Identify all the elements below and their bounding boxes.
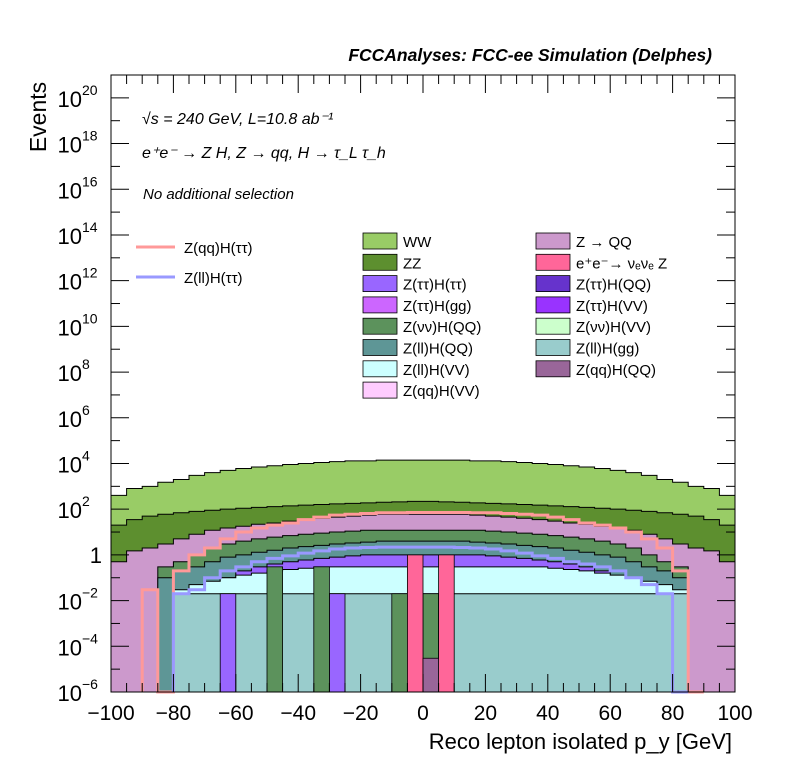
bar-z-h-qq-3 <box>313 566 330 693</box>
legend-swatch-z-h-gg <box>362 296 398 314</box>
legend-swatch-z-ll-h-vv <box>362 360 398 378</box>
x-tick-label: 80 <box>661 702 684 725</box>
x-tick-label: −20 <box>343 702 379 725</box>
y-tick-label: 10 <box>58 178 82 203</box>
legend-label: Z(ll)H(gg) <box>576 341 639 358</box>
x-tick-label: 0 <box>417 702 429 725</box>
legend-swatch-z-h-vv <box>535 317 571 335</box>
legend-label: Z(ττ)H(QQ) <box>576 277 651 294</box>
legend-backgrounds: WW ZZ Z(ττ)H(ττ) Z(ττ)H(gg) Z(νν)H(QQ) Z(ll)H… <box>362 232 667 400</box>
legend-label: Z(qq)H(QQ) <box>576 362 656 379</box>
legend-label: Z(ll)H(QQ) <box>403 341 473 358</box>
y-tick-label: 10 <box>58 498 82 523</box>
x-tick-label: 60 <box>599 702 622 725</box>
x-axis-label: Reco lepton isolated p_y [GeV] <box>429 729 732 754</box>
y-tick-label: 10 <box>58 590 82 615</box>
legend-label: Z(qq)H(ττ) <box>184 240 253 257</box>
y-tick-label: 10 <box>58 407 82 432</box>
energy-lumi-annotation: √s = 240 GeV, L=10.8 ab⁻¹ <box>142 111 333 128</box>
legend-label: Z(ττ)H(VV) <box>576 298 648 315</box>
y-tick-label: 10 <box>58 315 82 340</box>
legend-label: Z(ττ)H(ττ) <box>403 277 467 294</box>
legend-swatch-zz <box>362 253 398 271</box>
legend-swatch-z-h <box>362 275 398 293</box>
y-tick-label: 10 <box>58 361 82 386</box>
process-annotation: e⁺e⁻ → Z H, Z → qq, H → τ_L τ_h <box>142 145 386 162</box>
y-tick-label: 10 <box>58 133 82 158</box>
legend-label: Z(νν)H(QQ) <box>403 319 481 336</box>
legend-label: Z → QQ <box>576 234 632 251</box>
y-tick-exponent: 6 <box>82 402 90 418</box>
y-tick-exponent: −4 <box>82 630 98 646</box>
chart-title: FCCAnalyses: FCC-ee Simulation (Delphes) <box>348 45 712 65</box>
y-tick-label: 10 <box>58 681 82 706</box>
y-tick-exponent: 8 <box>82 356 90 372</box>
y-tick-label: 10 <box>58 270 82 295</box>
y-tick-exponent: 16 <box>82 173 98 189</box>
y-tick-exponent: 12 <box>82 265 98 281</box>
bar-e-e-z-7 <box>438 554 455 693</box>
legend-swatch-ww <box>362 232 398 250</box>
y-tick-exponent: 10 <box>82 310 98 326</box>
legend-swatch-z-ll-h-qq <box>362 339 398 356</box>
selection-annotation: No additional selection <box>143 186 294 203</box>
x-tick-label: 40 <box>536 702 559 725</box>
legend-swatch-z-h-qq <box>362 317 398 335</box>
y-tick-exponent: 2 <box>82 493 90 509</box>
legend-swatch-e-e-z <box>535 253 571 271</box>
y-tick-exponent: −6 <box>82 676 98 692</box>
legend-swatch-z-h-vv <box>535 296 571 314</box>
legend-label: WW <box>403 234 432 251</box>
x-tick-label: 100 <box>717 702 752 725</box>
signal-lines <box>140 510 704 694</box>
y-tick-exponent: 14 <box>82 219 98 235</box>
line-z-ll-h <box>171 545 689 694</box>
legend-label: ZZ <box>403 255 421 272</box>
legend-label: Z(ll)H(ττ) <box>184 270 243 287</box>
legend-label: Z(ττ)H(gg) <box>403 298 472 315</box>
legend-swatch-z-ll-h-gg <box>535 339 571 356</box>
x-tick-label: 20 <box>474 702 497 725</box>
legend-label: Z(qq)H(VV) <box>403 383 480 400</box>
x-tick-label: −40 <box>280 702 316 725</box>
bar-e-e-z-6 <box>406 554 424 693</box>
x-axis-ticks: −100 −80 −60 −40 −20 0 20 40 60 80 100 <box>87 75 753 725</box>
legend-label: Z(νν)H(VV) <box>576 319 651 336</box>
y-tick-exponent: −2 <box>82 585 98 601</box>
x-tick-label: −100 <box>87 702 134 725</box>
legend-swatch-z-h-qq <box>535 275 571 293</box>
bar-z-h-qq-0 <box>219 593 237 693</box>
legend-swatch-z-qq-h-vv <box>362 381 398 399</box>
x-tick-label: −60 <box>218 702 254 725</box>
legend-signals: Z(qq)H(ττ) Z(ll)H(ττ) <box>136 240 253 287</box>
bar-z-h-qq-2 <box>266 566 284 693</box>
legend-label: Z(ll)H(VV) <box>403 362 470 379</box>
x-tick-label: −80 <box>156 702 192 725</box>
sparse-bars <box>219 554 455 693</box>
y-tick-label: 10 <box>58 635 82 660</box>
y-tick-exponent: 18 <box>82 128 98 144</box>
y-tick-exponent: 20 <box>82 82 98 98</box>
y-axis-label: Events <box>25 82 51 152</box>
bar-z-qq-h-qq-8 <box>422 657 440 693</box>
line-z-qq-h <box>140 510 704 694</box>
y-tick-label: 1 <box>90 543 102 568</box>
bar-z-h-qq-4 <box>391 593 408 693</box>
y-tick-exponent: 4 <box>82 447 90 463</box>
legend-swatch-z-qq <box>535 232 571 250</box>
y-tick-label: 10 <box>58 87 82 112</box>
legend-label: e⁺e⁻→ νₑνₑ Z <box>576 255 667 272</box>
legend-swatch-z-qq-h-qq <box>535 360 571 378</box>
bar-z-h-qq-1 <box>328 593 346 693</box>
y-tick-label: 10 <box>58 224 82 249</box>
y-tick-label: 10 <box>58 452 82 477</box>
